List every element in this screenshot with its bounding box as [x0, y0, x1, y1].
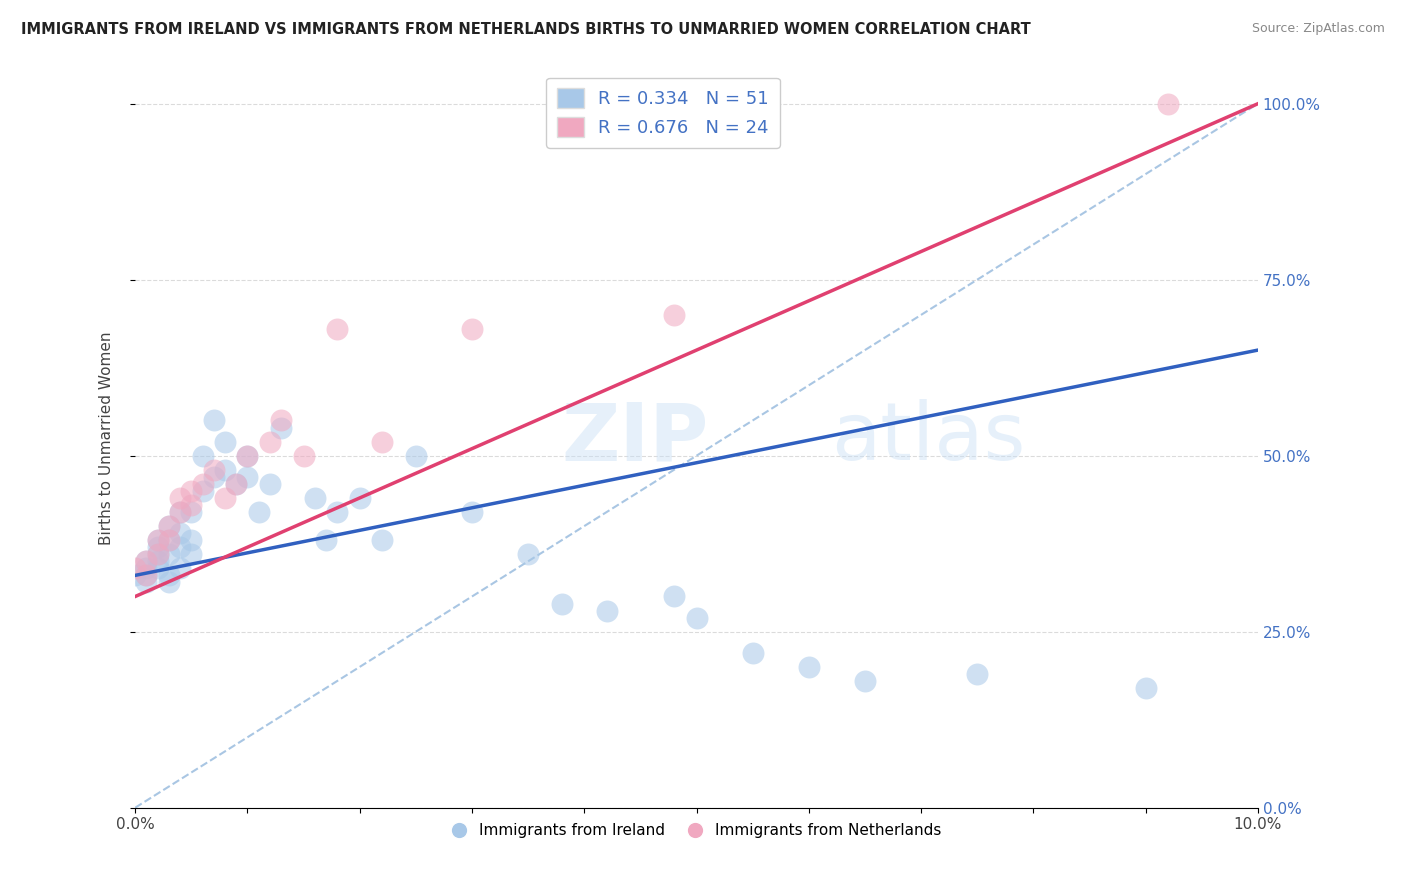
Point: [225, 476, 247, 491]
Point: [135, 554, 157, 568]
Point: [169, 526, 191, 541]
Point: [169, 561, 191, 575]
Point: [662, 590, 685, 604]
Point: [214, 491, 236, 505]
Y-axis label: Births to Unmarried Women: Births to Unmarried Women: [100, 331, 114, 545]
Point: [236, 470, 259, 484]
Point: [157, 568, 180, 582]
Point: [146, 561, 169, 575]
Point: [315, 533, 337, 548]
Point: [236, 449, 259, 463]
Point: [1135, 681, 1157, 695]
Point: [371, 533, 394, 548]
Point: [169, 505, 191, 519]
Point: [461, 322, 484, 336]
Point: [853, 673, 876, 688]
Point: [259, 434, 281, 449]
Point: [270, 420, 292, 434]
Point: [191, 449, 214, 463]
Point: [180, 533, 202, 548]
Point: [596, 603, 619, 617]
Point: [146, 540, 169, 554]
Point: [191, 483, 214, 498]
Point: [124, 568, 146, 582]
Point: [169, 505, 191, 519]
Point: [225, 476, 247, 491]
Point: [797, 660, 820, 674]
Point: [236, 449, 259, 463]
Point: [157, 547, 180, 561]
Point: [146, 554, 169, 568]
Point: [157, 519, 180, 533]
Point: [169, 491, 191, 505]
Point: [191, 476, 214, 491]
Point: [405, 449, 427, 463]
Point: [966, 667, 988, 681]
Point: [135, 568, 157, 582]
Point: [146, 547, 169, 561]
Point: [292, 449, 315, 463]
Point: [135, 575, 157, 590]
Point: [146, 533, 169, 548]
Point: [202, 413, 225, 427]
Point: [517, 547, 540, 561]
Point: [202, 470, 225, 484]
Point: [270, 413, 292, 427]
Point: [259, 476, 281, 491]
Point: [304, 491, 326, 505]
Point: [146, 547, 169, 561]
Point: [326, 322, 349, 336]
Point: [157, 575, 180, 590]
Point: [169, 540, 191, 554]
Point: [662, 308, 685, 322]
Point: [135, 554, 157, 568]
Text: ZIP: ZIP: [562, 399, 709, 477]
Point: [135, 568, 157, 582]
Point: [180, 483, 202, 498]
Point: [741, 646, 763, 660]
Point: [214, 463, 236, 477]
Text: Source: ZipAtlas.com: Source: ZipAtlas.com: [1251, 22, 1385, 36]
Point: [146, 533, 169, 548]
Text: IMMIGRANTS FROM IRELAND VS IMMIGRANTS FROM NETHERLANDS BIRTHS TO UNMARRIED WOMEN: IMMIGRANTS FROM IRELAND VS IMMIGRANTS FR…: [21, 22, 1031, 37]
Point: [326, 505, 349, 519]
Point: [214, 434, 236, 449]
Point: [180, 547, 202, 561]
Point: [157, 533, 180, 548]
Point: [135, 561, 157, 575]
Point: [124, 561, 146, 575]
Point: [349, 491, 371, 505]
Point: [1157, 96, 1180, 111]
Text: atlas: atlas: [831, 399, 1025, 477]
Point: [157, 519, 180, 533]
Point: [157, 533, 180, 548]
Point: [247, 505, 270, 519]
Point: [371, 434, 394, 449]
Point: [685, 610, 707, 624]
Point: [551, 597, 574, 611]
Point: [180, 498, 202, 512]
Point: [202, 463, 225, 477]
Legend: R = 0.334   N = 51, R = 0.676   N = 24: R = 0.334 N = 51, R = 0.676 N = 24: [546, 78, 780, 148]
Point: [180, 505, 202, 519]
Point: [461, 505, 484, 519]
